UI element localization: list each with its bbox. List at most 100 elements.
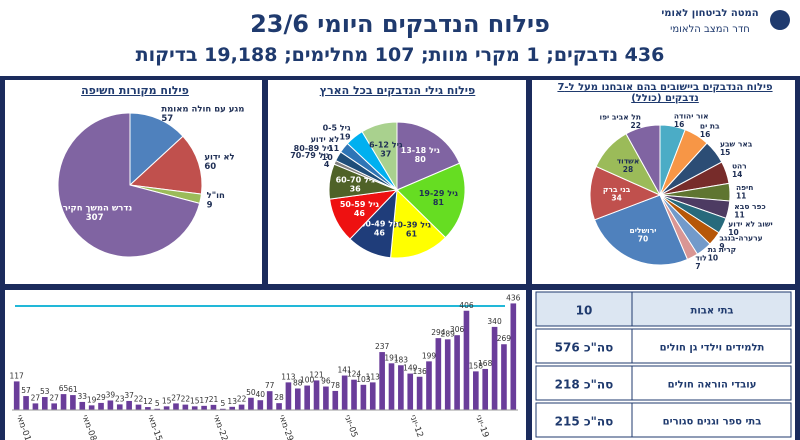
value-label: 136 xyxy=(412,367,427,376)
bar xyxy=(51,403,57,410)
slice-name: גיל 80-89 xyxy=(294,144,334,153)
slice-value: 28 xyxy=(623,165,633,174)
row-value: סה"כ 215 xyxy=(555,415,614,429)
slice-name: גיל 13-18 xyxy=(401,146,441,155)
bar xyxy=(351,379,357,410)
pie-slice xyxy=(625,124,661,197)
slice-value: 10 xyxy=(728,228,738,237)
bar xyxy=(248,397,254,410)
value-label: 65 xyxy=(59,384,69,393)
value-label: 33 xyxy=(78,392,88,401)
value-label: 5 xyxy=(155,399,160,408)
value-label: 27 xyxy=(31,393,41,402)
slice-value: 61 xyxy=(406,230,418,239)
value-label: 168 xyxy=(478,359,493,368)
slice-name: חו"ל xyxy=(207,191,225,201)
value-label: 88 xyxy=(293,378,303,387)
slice-name: כפר סבא xyxy=(734,202,765,211)
slice-value: 80 xyxy=(415,155,427,164)
value-label: 289 xyxy=(441,329,456,338)
slice-value: 70 xyxy=(638,234,648,243)
slice-label: באר שבע 15 xyxy=(720,139,753,157)
slice-label: גיל 6-12 37 xyxy=(369,140,403,158)
bar xyxy=(191,406,198,410)
bar xyxy=(285,382,292,410)
value-label: 121 xyxy=(309,370,324,379)
slice-value: 57 xyxy=(161,114,173,124)
value-label: 57 xyxy=(21,386,31,395)
slice-name: אשדוד xyxy=(617,157,640,166)
bar xyxy=(323,386,329,410)
value-label: 149 xyxy=(403,364,418,373)
row-label: בתי אבות xyxy=(691,306,734,317)
pie-slice xyxy=(129,112,184,187)
bar xyxy=(32,403,39,410)
pie-slice xyxy=(128,135,203,195)
title: פילוח הנדבקים היומי 23/6 xyxy=(250,10,550,38)
slice-label: קרית גת 10 xyxy=(708,245,736,263)
value-label: 340 xyxy=(487,317,502,326)
slice-name: תל אביב יפו xyxy=(600,112,641,121)
bar xyxy=(201,405,207,410)
bar xyxy=(182,404,189,410)
slice-name: בני ברק xyxy=(603,185,631,194)
slice-label: לא ידוע 60 xyxy=(204,152,234,172)
slice-value: 9 xyxy=(207,200,213,210)
slice-value: 37 xyxy=(380,149,391,158)
bar xyxy=(257,400,264,410)
value-label: 306 xyxy=(450,325,465,334)
slice-value: 16 xyxy=(700,130,710,139)
bar xyxy=(501,344,507,410)
org: המטה לביטחון לאומי xyxy=(661,8,759,19)
value-label: 199 xyxy=(422,351,437,360)
bar xyxy=(126,400,132,410)
slice-label: גיל 50-59 46 xyxy=(340,200,380,218)
slice-label: אשדוד 28 xyxy=(617,157,640,175)
slice-value: 10 xyxy=(708,254,718,263)
bar xyxy=(116,404,123,410)
value-label: 406 xyxy=(459,301,474,310)
value-label: 23 xyxy=(115,394,125,403)
slice-name: ירושלים xyxy=(630,226,657,235)
value-label: 158 xyxy=(469,361,484,370)
bar xyxy=(473,371,479,410)
slice-name: לא ידוע xyxy=(204,152,234,162)
value-label: 269 xyxy=(497,334,512,343)
slice-name: בת ים xyxy=(700,121,720,130)
bar xyxy=(304,385,310,410)
value-label: 19 xyxy=(87,395,97,404)
slice-label: גיל 70-79 4 xyxy=(290,151,330,169)
row-label: תלמידים וילדי גן חולים xyxy=(660,343,765,354)
value-label: 53 xyxy=(40,387,50,396)
value-label: 22 xyxy=(134,395,144,404)
bar xyxy=(398,365,404,410)
slice-label: חו"ל 9 xyxy=(207,191,225,211)
slice-value: 81 xyxy=(433,198,445,207)
bar xyxy=(98,402,104,410)
value-label: 27 xyxy=(49,393,59,402)
slice-name: לא ידוע xyxy=(311,135,340,144)
value-label: 50 xyxy=(246,388,256,397)
slice-name: קרית גת xyxy=(708,245,736,254)
table-row xyxy=(535,328,792,364)
slice-name: נדרש המשך חקירה xyxy=(57,203,132,213)
bar xyxy=(416,376,423,410)
panel-title: פילוח גילי הנדבקים בכל הארץ xyxy=(319,84,476,97)
value-label: 100 xyxy=(300,376,315,385)
value-label: 141 xyxy=(337,366,352,375)
pie-slice xyxy=(396,121,461,191)
value-label: 29 xyxy=(96,393,106,402)
bar xyxy=(229,406,236,410)
bar xyxy=(23,396,29,410)
row-value: סה"כ 576 xyxy=(555,341,614,355)
bar xyxy=(407,373,414,410)
bar xyxy=(341,375,348,410)
slice-value: 19 xyxy=(339,132,351,141)
value-label: 103 xyxy=(356,375,371,384)
slice-name: גיל 30-39 xyxy=(392,221,432,230)
bar xyxy=(13,381,20,410)
bar xyxy=(294,388,301,410)
slice-label: גיל 60-70 36 xyxy=(336,176,376,194)
